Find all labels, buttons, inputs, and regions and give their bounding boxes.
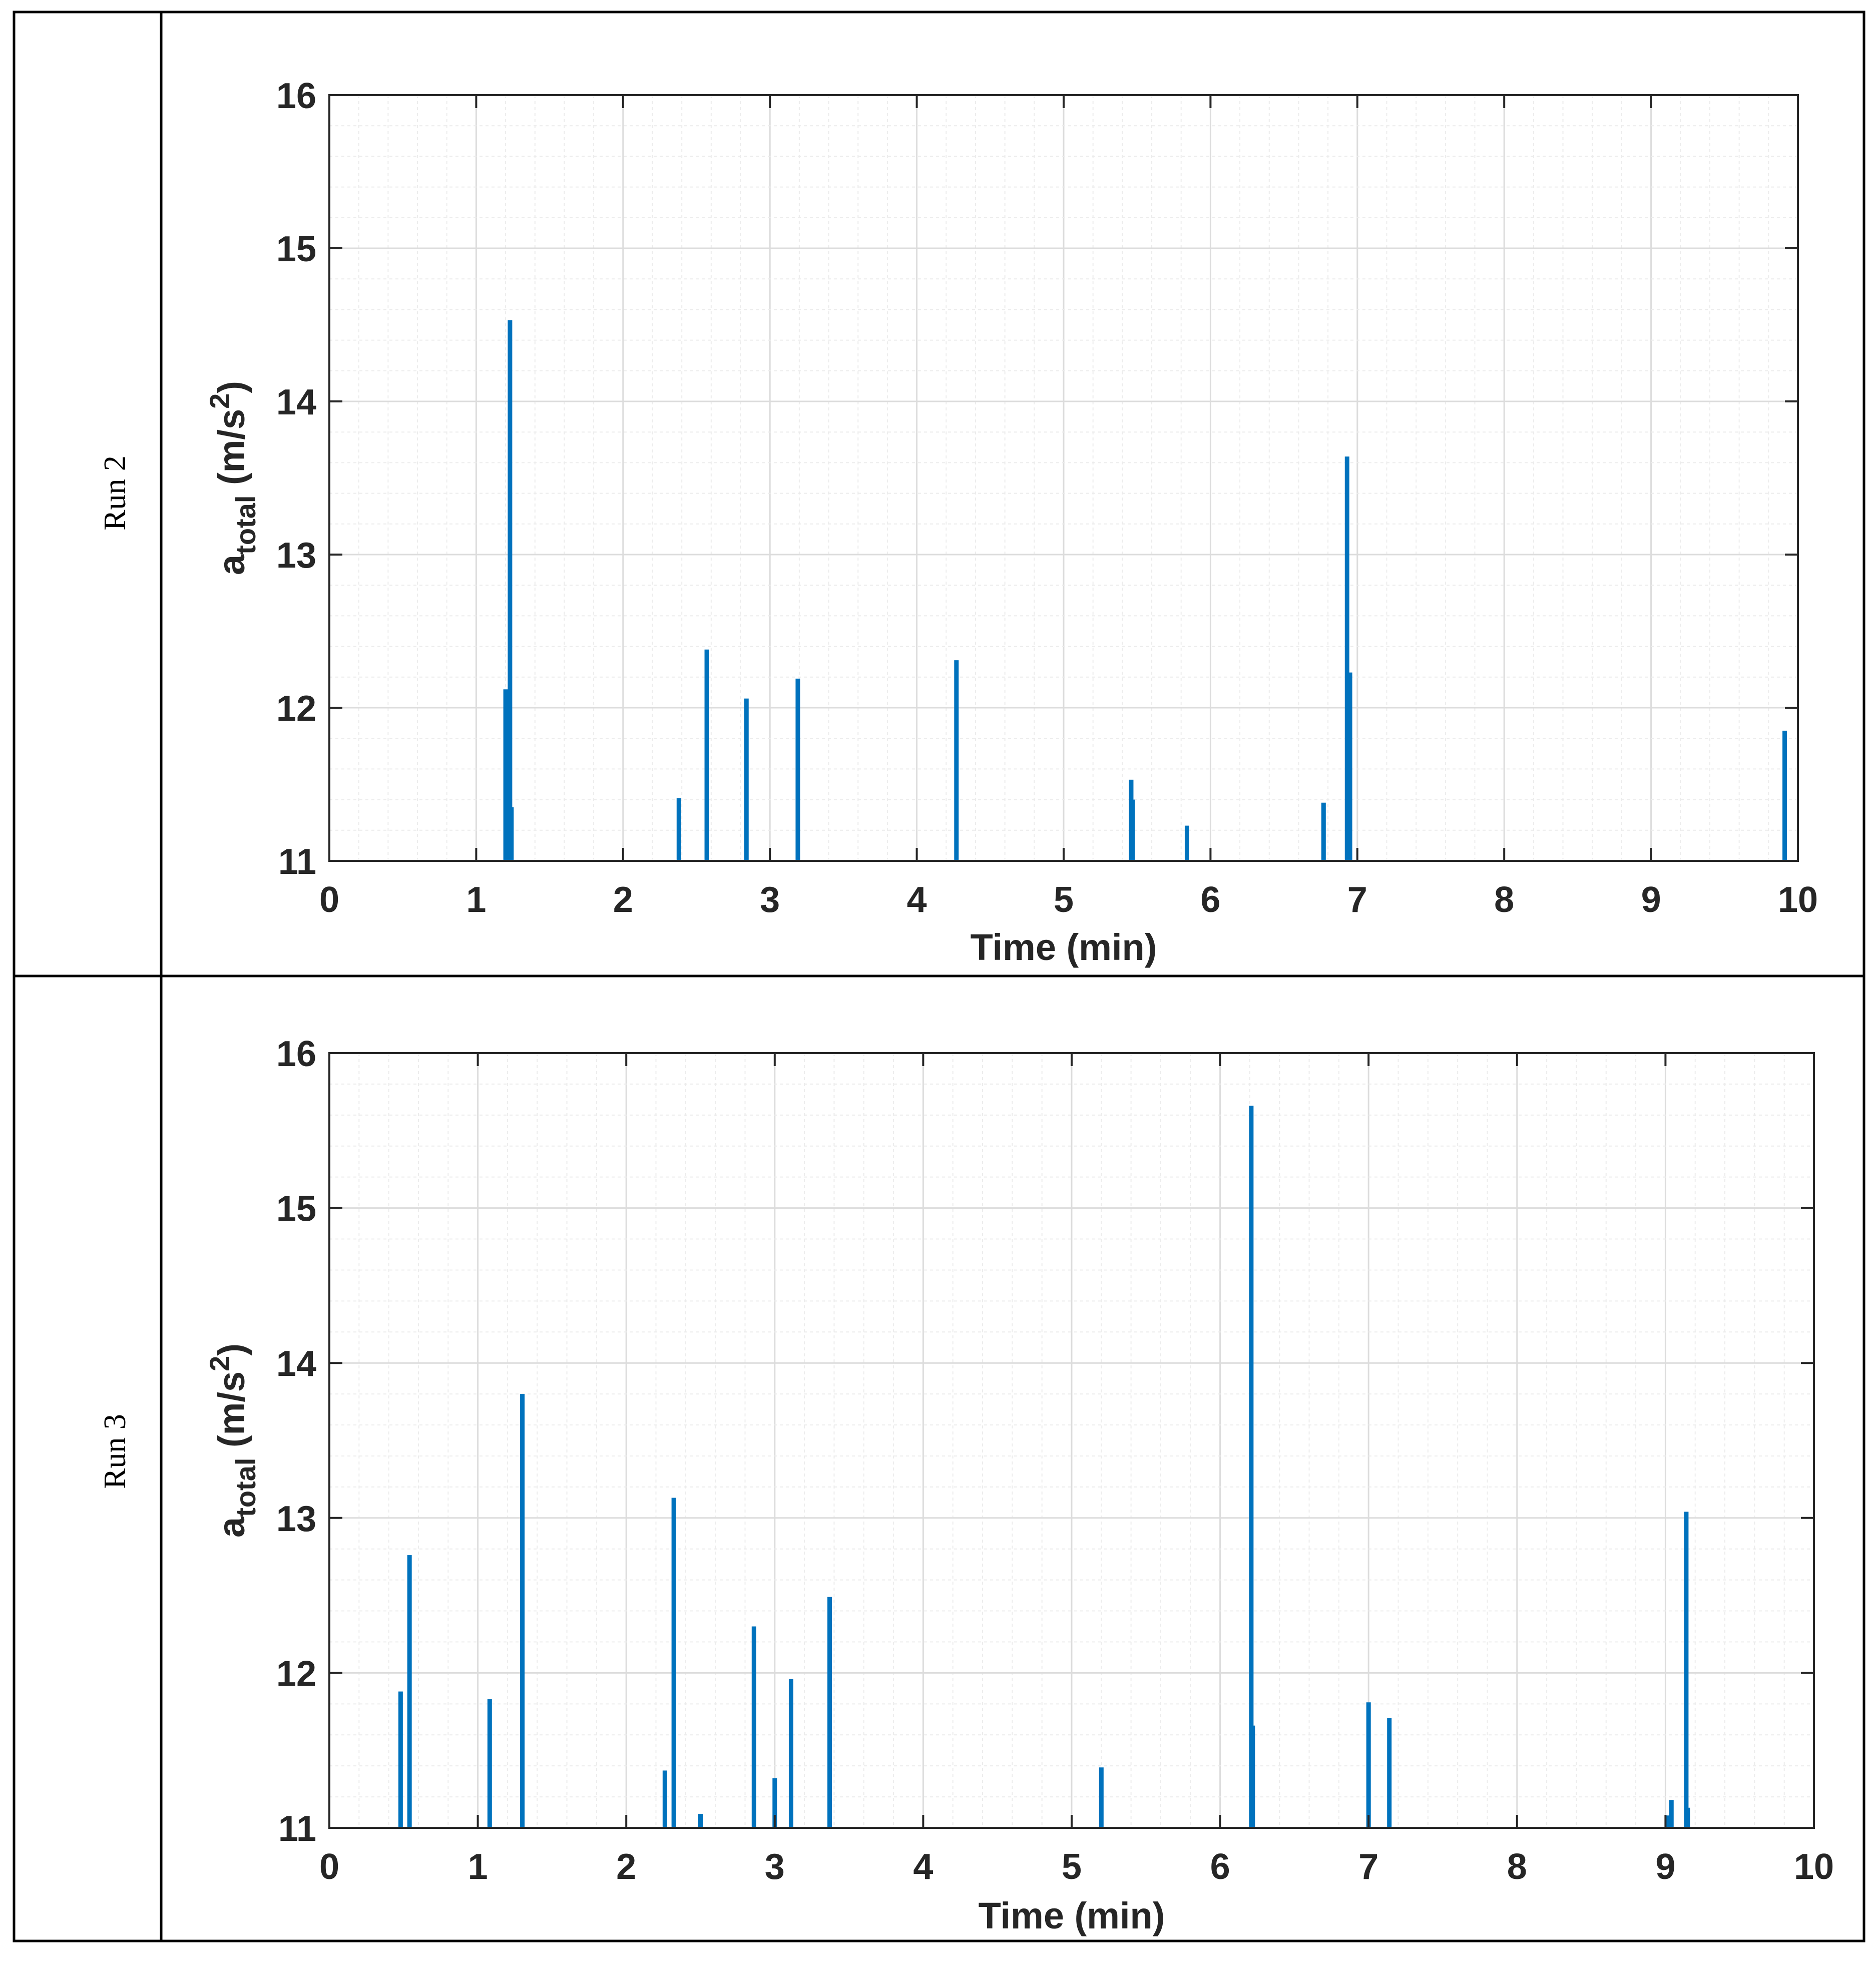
row-label-run-2: Run 2 [98, 455, 132, 531]
bar [487, 1699, 492, 1828]
y-tick-label: 11 [278, 842, 316, 882]
bar [1130, 799, 1135, 861]
bar [407, 1555, 412, 1828]
y-axis-title-subscript: total [230, 1458, 261, 1517]
x-tick-label: 10 [1778, 880, 1818, 920]
bar [398, 1691, 403, 1828]
x-tick-labels: 0 1 2 3 4 5 6 7 8 9 10 [319, 880, 1818, 920]
y-tick-label: 14 [276, 382, 316, 422]
x-tick-label: 5 [1062, 1847, 1082, 1887]
x-tick-label: 5 [1054, 880, 1074, 920]
x-tick-label: 4 [913, 1847, 933, 1887]
y-axis-title: atotal (m/s2) [204, 1343, 261, 1538]
y-tick-label: 12 [276, 689, 316, 729]
x-tick-label: 9 [1641, 880, 1661, 920]
y-tick-labels: 11 12 13 14 15 16 [276, 1034, 316, 1849]
row-label-run-3: Run 3 [98, 1414, 132, 1489]
y-axis-title-unit-close: ) [211, 1343, 252, 1356]
y-tick-label: 15 [276, 1189, 316, 1229]
x-tick-label: 6 [1210, 1847, 1230, 1887]
y-axis-title: atotal (m/s2) [204, 381, 261, 575]
bar [509, 807, 514, 861]
bar [954, 660, 959, 861]
bar [1782, 730, 1787, 861]
grid-lines [328, 94, 1799, 862]
y-tick-label: 11 [278, 1809, 316, 1849]
y-axis-title-base: a [211, 554, 252, 575]
x-tick-label: 7 [1347, 880, 1367, 920]
bar [671, 1498, 676, 1828]
y-tick-label: 16 [276, 1034, 316, 1074]
bar [751, 1626, 756, 1828]
data-bars [503, 320, 1787, 861]
y-tick-label: 13 [276, 1499, 316, 1539]
bar [1344, 456, 1349, 861]
x-tick-label: 3 [765, 1847, 785, 1887]
bar [772, 1778, 777, 1828]
bar [1321, 802, 1326, 861]
bar [698, 1814, 703, 1828]
y-tick-label: 15 [276, 229, 316, 269]
x-tick-label: 10 [1794, 1847, 1834, 1887]
x-tick-label: 1 [466, 880, 486, 920]
x-tick-label: 8 [1507, 1847, 1527, 1887]
x-tick-label: 4 [907, 880, 927, 920]
bar [827, 1597, 832, 1828]
y-tick-label: 14 [276, 1344, 316, 1384]
x-tick-label: 2 [616, 1847, 636, 1887]
x-tick-label: 6 [1200, 880, 1220, 920]
bar [1250, 1725, 1255, 1828]
bar [1387, 1718, 1392, 1828]
x-tick-labels: 0 1 2 3 4 5 6 7 8 9 10 [319, 1847, 1834, 1887]
bar [744, 698, 749, 861]
y-tick-labels: 11 12 13 14 15 16 [276, 76, 316, 882]
y-axis-title-unit-close: ) [211, 381, 252, 393]
y-tick-label: 13 [276, 536, 316, 576]
table-frame [13, 11, 1865, 1942]
data-bars [398, 1106, 1690, 1828]
bar [508, 320, 513, 861]
bar [662, 1770, 667, 1828]
bar [503, 689, 508, 861]
y-axis-title-superscript: 2 [204, 1356, 235, 1371]
tick-marks [328, 1052, 1815, 1829]
bar [1685, 1807, 1690, 1828]
grid-lines [328, 1052, 1815, 1829]
bar [1669, 1800, 1674, 1828]
y-axis-title-unit: (m/s [211, 1371, 252, 1458]
bar [1366, 1702, 1371, 1828]
bar [1684, 1512, 1689, 1828]
x-tick-label: 0 [319, 880, 339, 920]
bar [788, 1679, 793, 1828]
x-tick-label: 1 [468, 1847, 488, 1887]
y-tick-label: 16 [276, 76, 316, 116]
x-tick-label: 2 [613, 880, 633, 920]
y-axis-title-base: a [211, 1517, 252, 1538]
x-tick-label: 7 [1358, 1847, 1378, 1887]
x-axis-title: Time (min) [971, 926, 1157, 968]
x-tick-label: 8 [1494, 880, 1514, 920]
y-axis-title-subscript: total [230, 496, 261, 555]
bar [1184, 825, 1189, 861]
x-tick-label: 0 [319, 1847, 339, 1887]
bar [704, 649, 709, 861]
bar [1347, 672, 1352, 861]
y-axis-title-unit: (m/s [211, 409, 252, 496]
tick-marks [328, 94, 1799, 862]
bar [676, 798, 681, 861]
y-tick-label: 12 [276, 1654, 316, 1694]
x-tick-label: 9 [1655, 1847, 1675, 1887]
bar [1249, 1106, 1254, 1828]
y-axis-title-superscript: 2 [204, 393, 235, 409]
x-tick-label: 3 [760, 880, 780, 920]
bar [795, 678, 800, 861]
bar [520, 1394, 525, 1828]
bar [1099, 1767, 1104, 1828]
bar [1666, 1815, 1671, 1828]
x-axis-title: Time (min) [979, 1895, 1165, 1936]
